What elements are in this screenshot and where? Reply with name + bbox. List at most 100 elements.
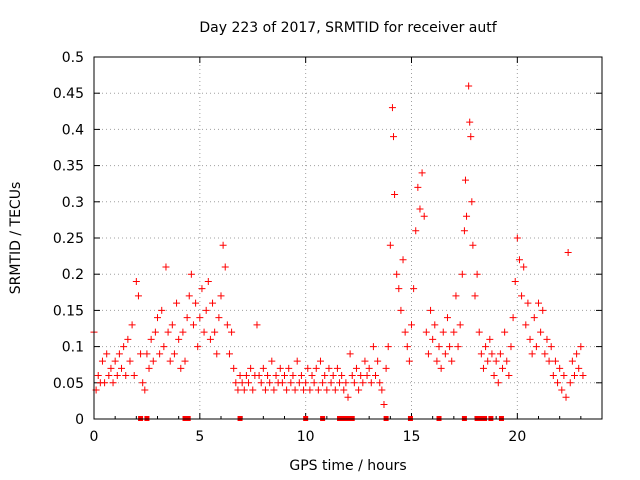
data-point <box>130 372 138 380</box>
data-point <box>306 386 314 394</box>
data-point <box>450 328 458 336</box>
data-point <box>204 277 212 285</box>
data-point <box>156 350 164 358</box>
data-point <box>486 335 494 343</box>
data-point <box>433 357 441 365</box>
data-point <box>259 364 267 372</box>
data-point <box>554 379 562 387</box>
data-point <box>209 299 217 307</box>
data-point <box>264 372 272 380</box>
y-tick-label: 0.45 <box>53 86 84 102</box>
data-point <box>463 212 471 220</box>
data-point <box>238 379 246 387</box>
data-point <box>281 372 288 380</box>
data-point <box>242 372 250 380</box>
data-point <box>196 314 204 322</box>
data-point <box>386 241 394 249</box>
data-point <box>352 364 360 372</box>
data-point <box>446 343 454 351</box>
data-point <box>448 357 456 365</box>
data-point <box>310 379 318 387</box>
data-point <box>268 357 276 365</box>
data-point <box>418 169 426 177</box>
x-tick-label: 15 <box>403 429 421 445</box>
data-point <box>141 386 149 394</box>
data-point <box>336 379 344 387</box>
y-tick-label: 0.2 <box>62 267 84 283</box>
y-tick-label: 0.5 <box>62 50 84 66</box>
data-point <box>147 335 155 343</box>
data-point <box>158 306 166 314</box>
data-point <box>350 379 358 387</box>
data-point <box>295 379 303 387</box>
data-point <box>388 104 396 112</box>
data-point <box>575 364 583 372</box>
data-point <box>329 372 337 380</box>
data-point <box>551 357 559 365</box>
grid-lines <box>94 57 602 419</box>
data-point <box>443 314 451 322</box>
data-point <box>137 350 145 358</box>
data-point <box>490 372 498 380</box>
data-point <box>439 328 447 336</box>
data-point <box>365 364 373 372</box>
data-point <box>530 314 538 322</box>
data-point <box>308 372 316 380</box>
data-point <box>145 364 153 372</box>
data-point <box>535 299 542 307</box>
data-point <box>348 372 356 380</box>
data-point <box>325 364 333 372</box>
data-point <box>346 350 354 358</box>
data-point <box>139 379 147 387</box>
data-point <box>120 343 128 351</box>
data-point <box>579 372 587 380</box>
data-point <box>221 263 229 271</box>
data-point <box>240 386 248 394</box>
data-point <box>511 277 519 285</box>
data-point <box>113 372 121 380</box>
data-point <box>261 386 269 394</box>
data-point <box>363 372 371 380</box>
data-point <box>431 321 439 329</box>
data-point <box>547 343 555 351</box>
data-point <box>452 292 460 300</box>
data-point <box>177 364 185 372</box>
data-point <box>103 350 111 358</box>
data-point <box>98 357 106 365</box>
data-point <box>232 379 240 387</box>
x-tick-label: 0 <box>90 429 99 445</box>
data-point <box>355 386 363 394</box>
data-point <box>289 372 297 380</box>
data-point <box>367 379 375 387</box>
data-point <box>213 350 221 358</box>
data-point <box>164 328 172 336</box>
data-point <box>518 292 526 300</box>
data-point <box>528 350 536 358</box>
y-tick-label: 0.1 <box>62 340 84 356</box>
data-point <box>526 335 534 343</box>
data-point <box>484 357 492 365</box>
data-point <box>215 314 223 322</box>
data-point <box>200 328 208 336</box>
data-point <box>304 364 312 372</box>
data-point <box>162 263 170 271</box>
x-tick-label: 5 <box>195 429 204 445</box>
data-point <box>338 372 346 380</box>
data-point <box>501 328 509 336</box>
data-point <box>390 133 398 141</box>
data-point <box>522 321 530 329</box>
data-point <box>291 386 299 394</box>
data-point <box>211 328 219 336</box>
data-point <box>270 386 278 394</box>
data-point <box>124 335 132 343</box>
data-point <box>185 292 193 300</box>
data-point <box>482 343 490 351</box>
data-point <box>219 241 227 249</box>
data-point <box>420 212 428 220</box>
data-point <box>405 357 413 365</box>
data-point <box>189 321 197 329</box>
data-point <box>537 328 545 336</box>
data-point <box>101 379 109 387</box>
data-point <box>412 227 420 235</box>
data-point <box>175 335 183 343</box>
